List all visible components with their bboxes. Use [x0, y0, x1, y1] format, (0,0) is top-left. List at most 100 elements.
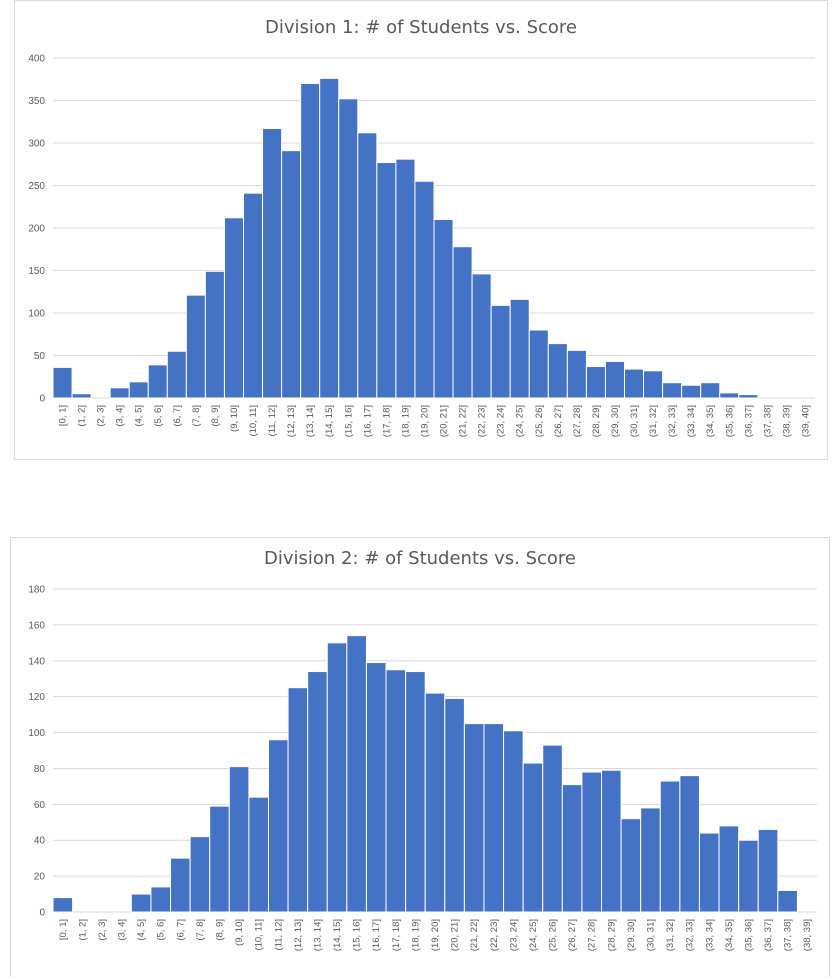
x-tick-label: (21, 22]	[469, 919, 480, 951]
bar	[659, 780, 681, 913]
bar	[522, 762, 544, 913]
bar	[300, 83, 321, 399]
y-tick-label: 60	[34, 800, 46, 811]
x-tick-label: (29, 30]	[626, 919, 637, 951]
chart-division-2: Division 2: # of Students vs. Score 0 20 4…	[10, 537, 830, 977]
x-tick-label: (5, 6]	[156, 919, 167, 941]
x-tick-label: (3, 4]	[115, 405, 126, 427]
x-tick-label: (33, 34]	[686, 405, 697, 437]
x-tick-label: (4, 5]	[136, 919, 147, 941]
bar	[719, 392, 740, 399]
bar	[718, 825, 740, 913]
bar	[620, 818, 642, 913]
x-tick-label: (27, 28]	[572, 405, 583, 437]
y-tick-label: 50	[34, 351, 46, 362]
y-tick-label: 400	[28, 54, 45, 65]
x-tick-label: (31, 32]	[648, 405, 659, 437]
x-tick-label: (11, 12]	[267, 405, 278, 437]
x-tick-label: [0, 1]	[58, 405, 69, 426]
x-tick-label: (18, 19]	[400, 405, 411, 437]
y-tick-label: 300	[28, 139, 45, 150]
bar	[243, 192, 264, 399]
x-tick-label: (25, 26]	[548, 919, 559, 951]
bar	[414, 180, 435, 399]
bar	[281, 150, 302, 399]
x-tick-label: (24, 25]	[515, 405, 526, 437]
x-tick-label: (13, 14]	[312, 919, 323, 951]
x-tick-label: (22, 23]	[489, 919, 500, 951]
bar	[223, 217, 244, 399]
bar	[365, 662, 387, 913]
bar	[346, 635, 367, 913]
bar	[338, 98, 359, 399]
bar	[71, 393, 92, 399]
x-tick-label: (35, 36]	[743, 919, 754, 951]
x-tick-label: (19, 20]	[419, 405, 430, 437]
y-tick-label: 180	[28, 585, 45, 596]
x-tick-label: (5, 6]	[153, 405, 164, 427]
chart-division-1: Division 1: # of Students vs. Score 0 50 1…	[14, 0, 828, 460]
y-tick-label: 0	[39, 394, 45, 405]
bar	[395, 158, 416, 399]
bar	[698, 832, 720, 913]
x-tick-label: (24, 25]	[528, 919, 539, 951]
bar	[483, 723, 505, 913]
x-tick-label: (26, 27]	[567, 919, 578, 951]
y-tick-label: 150	[28, 266, 45, 277]
x-tick-label: (23, 24]	[508, 919, 519, 951]
x-tick-label: [0, 1]	[58, 919, 69, 940]
x-tick-label: (17, 18]	[391, 919, 402, 951]
x-tick-label: (14, 15]	[324, 405, 335, 437]
bar	[528, 329, 549, 399]
chart-title: Division 2: # of Students vs. Score	[264, 548, 576, 569]
x-tick-label: (7, 8]	[195, 919, 206, 941]
bar	[307, 671, 328, 913]
bar	[405, 671, 426, 913]
x-tick-label: (30, 31]	[645, 919, 656, 951]
bar	[679, 775, 700, 913]
x-tick-label: (38, 39]	[802, 919, 813, 951]
x-tick-label: (20, 21]	[439, 405, 450, 437]
bar	[189, 836, 211, 913]
x-tick-label: (36, 37]	[763, 919, 774, 951]
x-tick-label: (16, 17]	[362, 405, 373, 437]
bar	[452, 246, 473, 399]
x-tick-label: (25, 26]	[534, 405, 545, 437]
x-tick-label: (3, 4]	[117, 919, 128, 941]
bar	[681, 384, 702, 399]
bar	[52, 897, 74, 913]
y-tick-label: 140	[28, 656, 45, 667]
bar	[262, 128, 283, 399]
bar	[326, 642, 348, 913]
y-tick-label: 100	[28, 728, 45, 739]
x-tick-label: (9, 10]	[234, 919, 245, 946]
bar	[150, 886, 172, 913]
x-tick-label: (22, 23]	[477, 405, 488, 437]
x-tick-label: (20, 21]	[450, 919, 461, 951]
x-tick-label: (11, 12]	[273, 919, 284, 951]
bar	[547, 343, 568, 399]
x-tick-label: (37, 38]	[762, 405, 773, 437]
x-tick-label: (10, 11]	[254, 919, 265, 951]
bar	[166, 350, 187, 399]
bar	[109, 387, 130, 399]
x-tick-label: (16, 17]	[371, 919, 382, 951]
bar	[601, 769, 622, 913]
y-tick-label: 80	[34, 764, 46, 775]
x-tick-label: (23, 24]	[496, 405, 507, 437]
bar	[204, 270, 225, 399]
bar	[147, 364, 168, 399]
bar	[463, 723, 485, 913]
bar	[700, 382, 721, 399]
bar	[228, 766, 250, 913]
x-tick-label: (32, 33]	[685, 919, 696, 951]
bar	[130, 893, 152, 913]
bar	[566, 349, 587, 399]
bar	[170, 857, 191, 913]
x-tick-label: (39, 40]	[800, 405, 811, 437]
x-tick-label: (1, 2]	[77, 405, 88, 427]
bar	[757, 828, 779, 913]
bar	[509, 298, 530, 399]
bar	[267, 739, 289, 913]
chart-plot-area: 0 20 40 60 80 100 120 140 160 180 [0, 1] (1, 2] (2, …	[28, 585, 817, 951]
